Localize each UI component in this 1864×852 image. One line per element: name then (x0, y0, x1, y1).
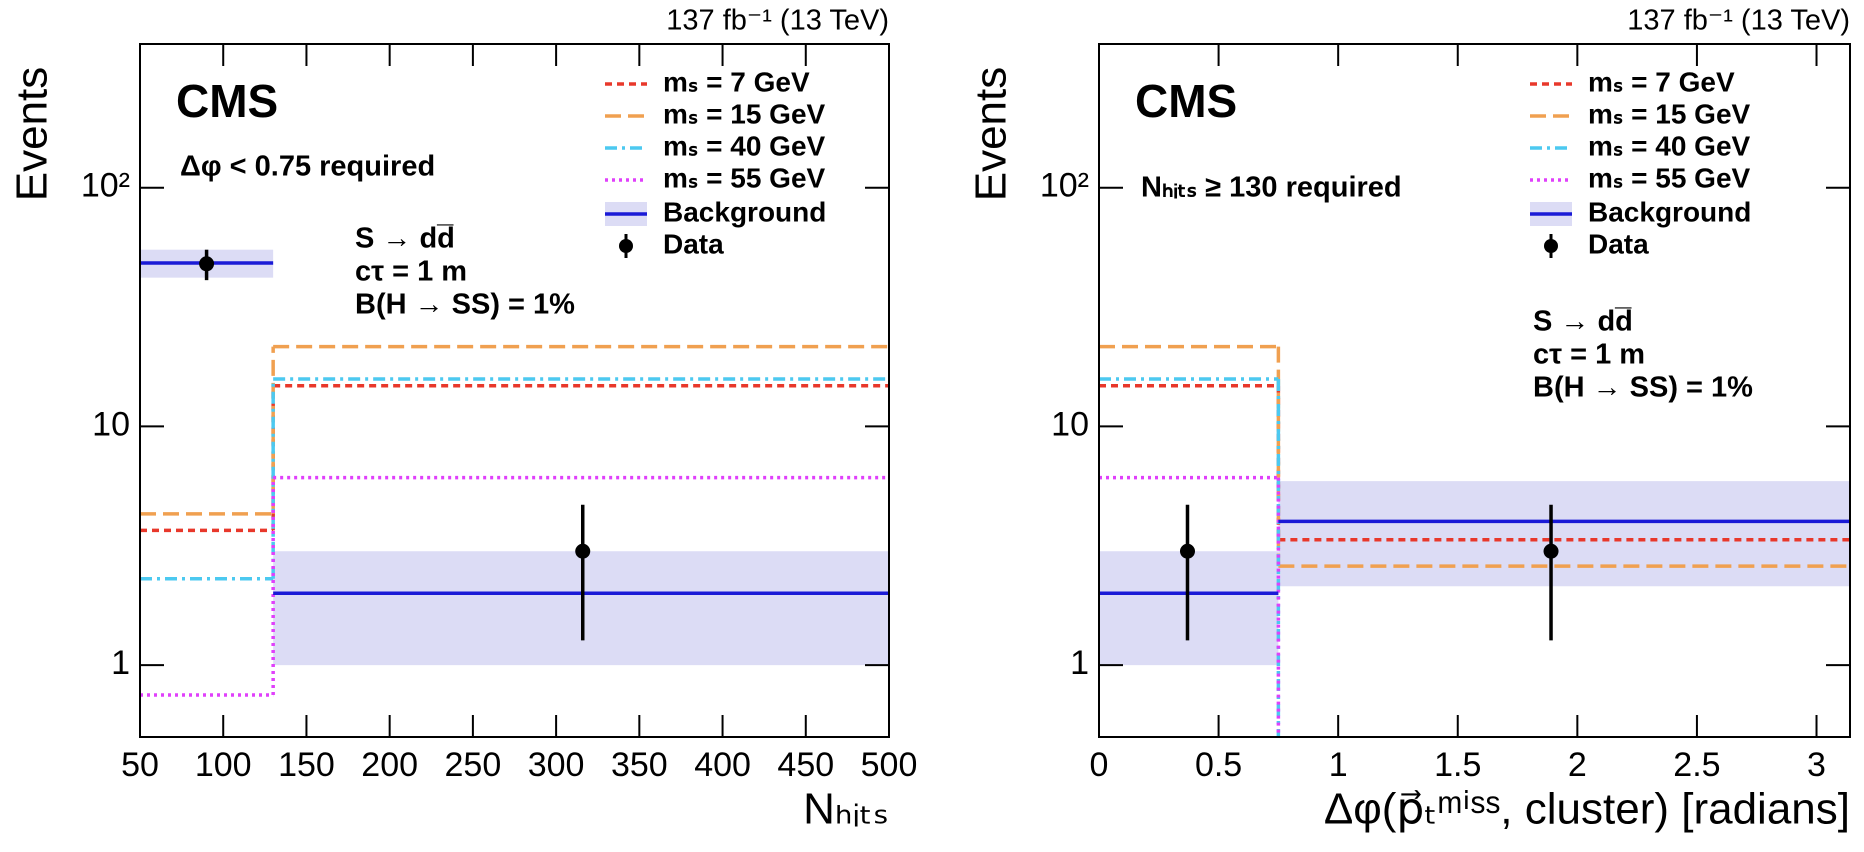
y-axis-title: Events (8, 67, 57, 202)
data-point (1543, 543, 1559, 559)
data-point (199, 256, 215, 272)
x-tick-label: 2 (1568, 746, 1587, 784)
y-tick-label: 1 (111, 644, 130, 682)
signal-text: S → dd̅ (1533, 306, 1633, 338)
legend-label: Data (663, 228, 724, 259)
y-tick-label: 1 (1070, 644, 1089, 682)
legend-label: Background (663, 196, 826, 227)
signal-text: B(H → SS) = 1% (1533, 372, 1753, 404)
y-tick-label: 10² (1040, 167, 1089, 205)
y-tick-label: 10 (1051, 405, 1089, 443)
data-point (1179, 543, 1195, 559)
y-tick-label: 10 (92, 405, 130, 443)
x-tick-label: 50 (121, 746, 159, 784)
plot-area (1099, 344, 1850, 737)
legend-swatch (1544, 239, 1558, 253)
signal-text: S → dd̅ (355, 223, 455, 255)
frame (139, 43, 890, 738)
frame (1098, 43, 1851, 738)
experiment-label: CMS (1135, 75, 1237, 127)
legend-label: Background (1588, 196, 1751, 227)
legend-label: mₛ = 7 GeV (1588, 66, 1735, 97)
uncertainty-band (1278, 481, 1850, 587)
x-tick-label: 200 (361, 746, 418, 784)
x-tick-label: 1.5 (1434, 746, 1481, 784)
signal-text: cτ = 1 m (355, 256, 467, 288)
signal-text: B(H → SS) = 1% (355, 289, 575, 321)
legend-label: mₛ = 15 GeV (663, 98, 826, 129)
x-tick-label: 150 (278, 746, 335, 784)
x-tick-label: 450 (777, 746, 834, 784)
legend-label: mₛ = 55 GeV (663, 162, 826, 193)
annotation: Δφ < 0.75 required (180, 151, 435, 183)
x-tick-label: 0 (1090, 746, 1109, 784)
x-tick-label: 100 (195, 746, 252, 784)
x-tick-label: 500 (861, 746, 918, 784)
panel: 1 10 10² 0 0.5 1 1.5 2 2.5 3Δφ(p⃗ₜᵐⁱˢˢ, cluster) … (967, 5, 1851, 834)
x-tick-label: 0.5 (1195, 746, 1242, 784)
x-tick-label: 2.5 (1673, 746, 1720, 784)
lumi-label: 137 fb⁻¹ (13 TeV) (666, 5, 889, 37)
lumi-label: 137 fb⁻¹ (13 TeV) (1627, 5, 1850, 37)
x-tick-label: 3 (1807, 746, 1826, 784)
legend-swatch (619, 239, 633, 253)
data-point (575, 543, 591, 559)
legend-label: Data (1588, 228, 1649, 259)
annotation: Nₕᵢₜₛ ≥ 130 required (1141, 172, 1402, 204)
x-axis-title: Nₕᵢₜₛ (803, 785, 889, 834)
experiment-label: CMS (176, 75, 278, 127)
legend-label: mₛ = 55 GeV (1588, 162, 1751, 193)
panel: 1 10 10² 50 100 150 200 250 300 350 400 450 500Nₕᵢₜₛ… (8, 5, 918, 834)
x-tick-label: 400 (694, 746, 751, 784)
y-tick-label: 10² (81, 167, 130, 205)
legend-label: mₛ = 40 GeV (1588, 130, 1751, 161)
legend-label: mₛ = 15 GeV (1588, 98, 1751, 129)
x-tick-label: 300 (528, 746, 585, 784)
y-axis-title: Events (967, 67, 1016, 202)
x-tick-label: 350 (611, 746, 668, 784)
x-axis-title: Δφ(p⃗ₜᵐⁱˢˢ, cluster) [radians] (1324, 785, 1850, 834)
signal-text: cτ = 1 m (1533, 339, 1645, 371)
plot-area (140, 249, 889, 697)
x-tick-label: 1 (1329, 746, 1348, 784)
legend-label: mₛ = 7 GeV (663, 66, 810, 97)
x-tick-label: 250 (445, 746, 502, 784)
legend-label: mₛ = 40 GeV (663, 130, 826, 161)
